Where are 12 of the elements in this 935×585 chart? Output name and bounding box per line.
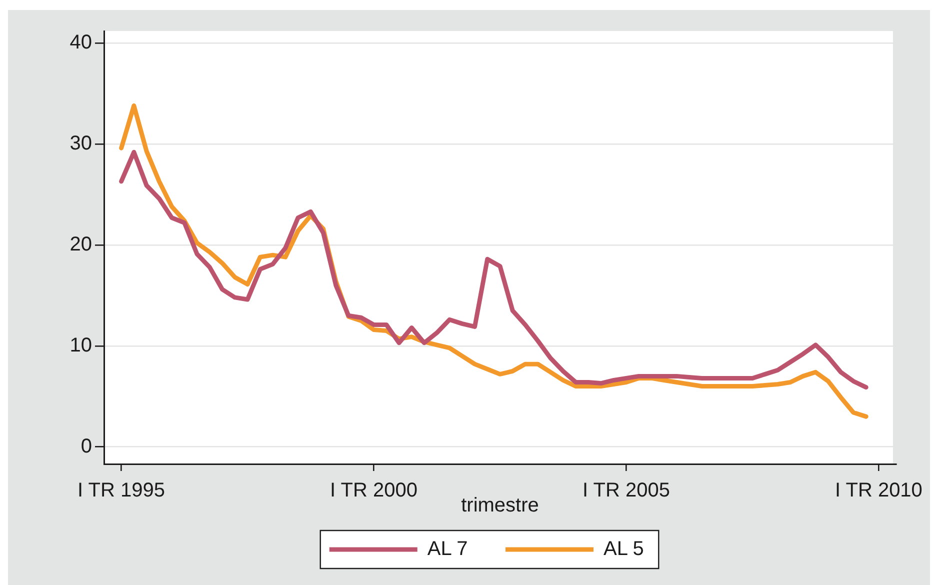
y-tick-label: 10 <box>70 334 92 356</box>
y-tick-label: 0 <box>80 435 92 458</box>
y-tick-label: 40 <box>70 32 92 54</box>
x-axis-title: trimestre <box>461 494 539 517</box>
legend-label: AL 7 <box>427 538 468 560</box>
x-tick-label: I TR 2005 <box>582 480 670 502</box>
legend-label: AL 5 <box>604 538 644 560</box>
y-tick-label: 30 <box>70 132 92 155</box>
y-tick-label: 20 <box>70 233 92 256</box>
x-tick-label: I TR 1995 <box>78 480 166 502</box>
x-tick-label: I TR 2010 <box>834 480 922 502</box>
x-tick-label: I TR 2000 <box>330 480 418 502</box>
